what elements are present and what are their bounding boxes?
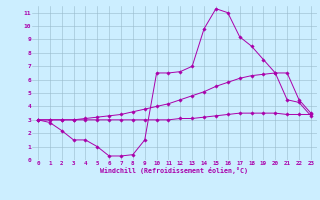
X-axis label: Windchill (Refroidissement éolien,°C): Windchill (Refroidissement éolien,°C) [100, 167, 248, 174]
